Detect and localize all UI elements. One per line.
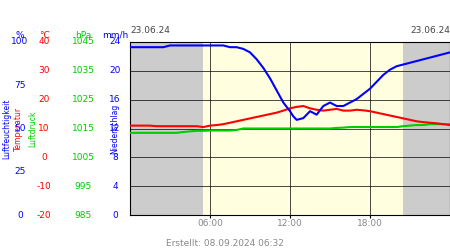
Text: mm/h: mm/h (102, 30, 128, 40)
Text: Niederschlag: Niederschlag (110, 104, 119, 154)
Text: 4: 4 (112, 182, 118, 191)
Text: 75: 75 (14, 81, 26, 90)
Text: 40: 40 (38, 38, 50, 46)
Text: -20: -20 (37, 210, 51, 220)
Text: 985: 985 (74, 210, 92, 220)
Text: 50: 50 (14, 124, 26, 133)
Bar (203, 42, 403, 215)
Text: Luftdruck: Luftdruck (28, 110, 37, 147)
Text: 24: 24 (109, 38, 121, 46)
Text: 100: 100 (11, 38, 29, 46)
Text: 20: 20 (109, 66, 121, 75)
Text: 1035: 1035 (72, 66, 94, 75)
Text: 0: 0 (41, 153, 47, 162)
Text: 23.06.24: 23.06.24 (410, 26, 450, 35)
Text: Luftfeuchtigkeit: Luftfeuchtigkeit (2, 98, 11, 159)
Text: 0: 0 (17, 210, 23, 220)
Text: 1025: 1025 (72, 95, 94, 104)
Text: 20: 20 (38, 95, 50, 104)
Bar (403, 42, 450, 215)
Text: Erstellt: 08.09.2024 06:32: Erstellt: 08.09.2024 06:32 (166, 238, 284, 248)
Text: 995: 995 (74, 182, 92, 191)
Text: Temperatur: Temperatur (14, 106, 23, 150)
Text: -10: -10 (36, 182, 51, 191)
Text: 1045: 1045 (72, 38, 94, 46)
Text: 8: 8 (112, 153, 118, 162)
Text: %: % (16, 30, 24, 40)
Bar (130, 42, 203, 215)
Text: °C: °C (39, 30, 50, 40)
Text: 25: 25 (14, 167, 26, 176)
Text: 30: 30 (38, 66, 50, 75)
Text: 10: 10 (38, 124, 50, 133)
Text: 16: 16 (109, 95, 121, 104)
Text: 12: 12 (109, 124, 121, 133)
Text: 23.06.24: 23.06.24 (130, 26, 170, 35)
Text: 1005: 1005 (72, 153, 94, 162)
Text: 0: 0 (112, 210, 118, 220)
Text: 1015: 1015 (72, 124, 94, 133)
Text: hPa: hPa (75, 30, 91, 40)
